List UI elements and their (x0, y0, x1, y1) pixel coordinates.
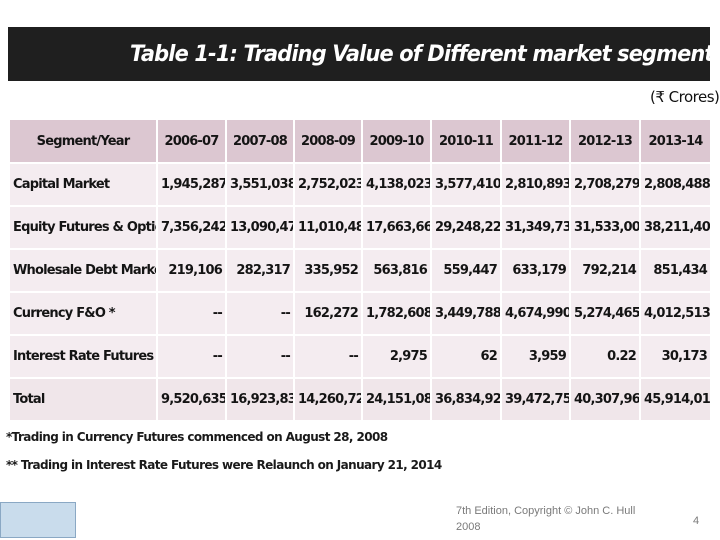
header-cell: 2011-12 (500, 118, 571, 164)
table-row: Equity Futures & Options 7,356,242 13,09… (8, 205, 712, 250)
row-label: Interest Rate Futures ** (8, 334, 158, 379)
value-cell: 13,090,478 (225, 205, 295, 250)
copyright-text: 7th Edition, Copyright © John C. Hull 20… (456, 503, 666, 535)
value-cell: 563,816 (361, 248, 432, 293)
value-cell: 335,952 (293, 248, 363, 293)
row-label: Capital Market (8, 162, 158, 207)
value-cell: 1,945,287 (156, 162, 227, 207)
value-cell: 2,752,023 (293, 162, 363, 207)
value-cell: -- (293, 334, 363, 379)
value-cell: 3,551,038 (225, 162, 295, 207)
value-cell: 4,138,023 (361, 162, 432, 207)
value-cell: 11,010,482 (293, 205, 363, 250)
units-label: (₹ Crores) (650, 88, 720, 106)
value-cell: 45,914,017 (639, 377, 712, 422)
value-cell: 24,151,088 (361, 377, 432, 422)
value-cell: 7,356,242 (156, 205, 227, 250)
trading-value-table: Segment/Year 2006-07 2007-08 2008-09 200… (8, 118, 712, 422)
header-cell: 2007-08 (225, 118, 295, 164)
row-label: Equity Futures & Options (8, 205, 158, 250)
value-cell: 14,260,729 (293, 377, 363, 422)
footnotes: *Trading in Currency Futures commenced o… (6, 430, 442, 486)
value-cell: 5,274,465 (569, 291, 641, 336)
footnote-interest-rate: ** Trading in Interest Rate Futures were… (6, 458, 442, 472)
value-cell: 219,106 (156, 248, 227, 293)
row-label: Total (8, 377, 158, 422)
value-cell: 851,434 (639, 248, 712, 293)
value-cell: 0.22 (569, 334, 641, 379)
row-label: Currency F&O * (8, 291, 158, 336)
value-cell: 2,810,893 (500, 162, 571, 207)
title-bar: Table 1-1: Trading Value of Different ma… (8, 27, 720, 81)
value-cell: 1,782,608 (361, 291, 432, 336)
value-cell: 3,577,410 (430, 162, 502, 207)
value-cell: 30,173 (639, 334, 712, 379)
page-title: Table 1-1: Trading Value of Different ma… (130, 41, 720, 67)
header-row: Segment/Year 2006-07 2007-08 2008-09 200… (8, 118, 712, 164)
value-cell: -- (156, 291, 227, 336)
table-row: Currency F&O * -- -- 162,272 1,782,608 3… (8, 291, 712, 336)
copyright-year: 2008 (456, 521, 481, 533)
value-cell: -- (225, 334, 295, 379)
header-cell: 2012-13 (569, 118, 641, 164)
value-cell: 4,674,990 (500, 291, 571, 336)
value-cell: 62 (430, 334, 502, 379)
copyright-line: 7th Edition, Copyright © John C. Hull (456, 505, 636, 517)
footer-logo-box (0, 502, 76, 538)
value-cell: 17,663,665 (361, 205, 432, 250)
value-cell: 4,012,513 (639, 291, 712, 336)
value-cell: 2,808,488 (639, 162, 712, 207)
row-label: Wholesale Debt Market (8, 248, 158, 293)
value-cell: -- (225, 291, 295, 336)
table-row: Interest Rate Futures ** -- -- -- 2,975 … (8, 334, 712, 379)
value-cell: 38,211,408 (639, 205, 712, 250)
table-row: Capital Market 1,945,287 3,551,038 2,752… (8, 162, 712, 207)
header-cell: 2013-14 (639, 118, 712, 164)
value-cell: 792,214 (569, 248, 641, 293)
value-cell: 3,449,788 (430, 291, 502, 336)
table-row: Wholesale Debt Market 219,106 282,317 33… (8, 248, 712, 293)
value-cell: 3,959 (500, 334, 571, 379)
value-cell: 2,708,279 (569, 162, 641, 207)
value-cell: 633,179 (500, 248, 571, 293)
header-cell: Segment/Year (8, 118, 158, 164)
value-cell: 559,447 (430, 248, 502, 293)
page-number: 4 (693, 515, 700, 527)
value-cell: 31,533,004 (569, 205, 641, 250)
footnote-currency: *Trading in Currency Futures commenced o… (6, 430, 388, 444)
value-cell: -- (156, 334, 227, 379)
value-cell: 162,272 (293, 291, 363, 336)
header-cell: 2008-09 (293, 118, 363, 164)
value-cell: 36,834,929 (430, 377, 502, 422)
header-cell: 2009-10 (361, 118, 432, 164)
header-cell: 2010-11 (430, 118, 502, 164)
value-cell: 9,520,635 (156, 377, 227, 422)
value-cell: 2,975 (361, 334, 432, 379)
value-cell: 31,349,732 (500, 205, 571, 250)
value-cell: 40,307,962 (569, 377, 641, 422)
value-cell: 39,472,753 (500, 377, 571, 422)
value-cell: 282,317 (225, 248, 295, 293)
value-cell: 16,923,833 (225, 377, 295, 422)
header-cell: 2006-07 (156, 118, 227, 164)
total-row: Total 9,520,635 16,923,833 14,260,729 24… (8, 377, 712, 422)
value-cell: 29,248,221 (430, 205, 502, 250)
